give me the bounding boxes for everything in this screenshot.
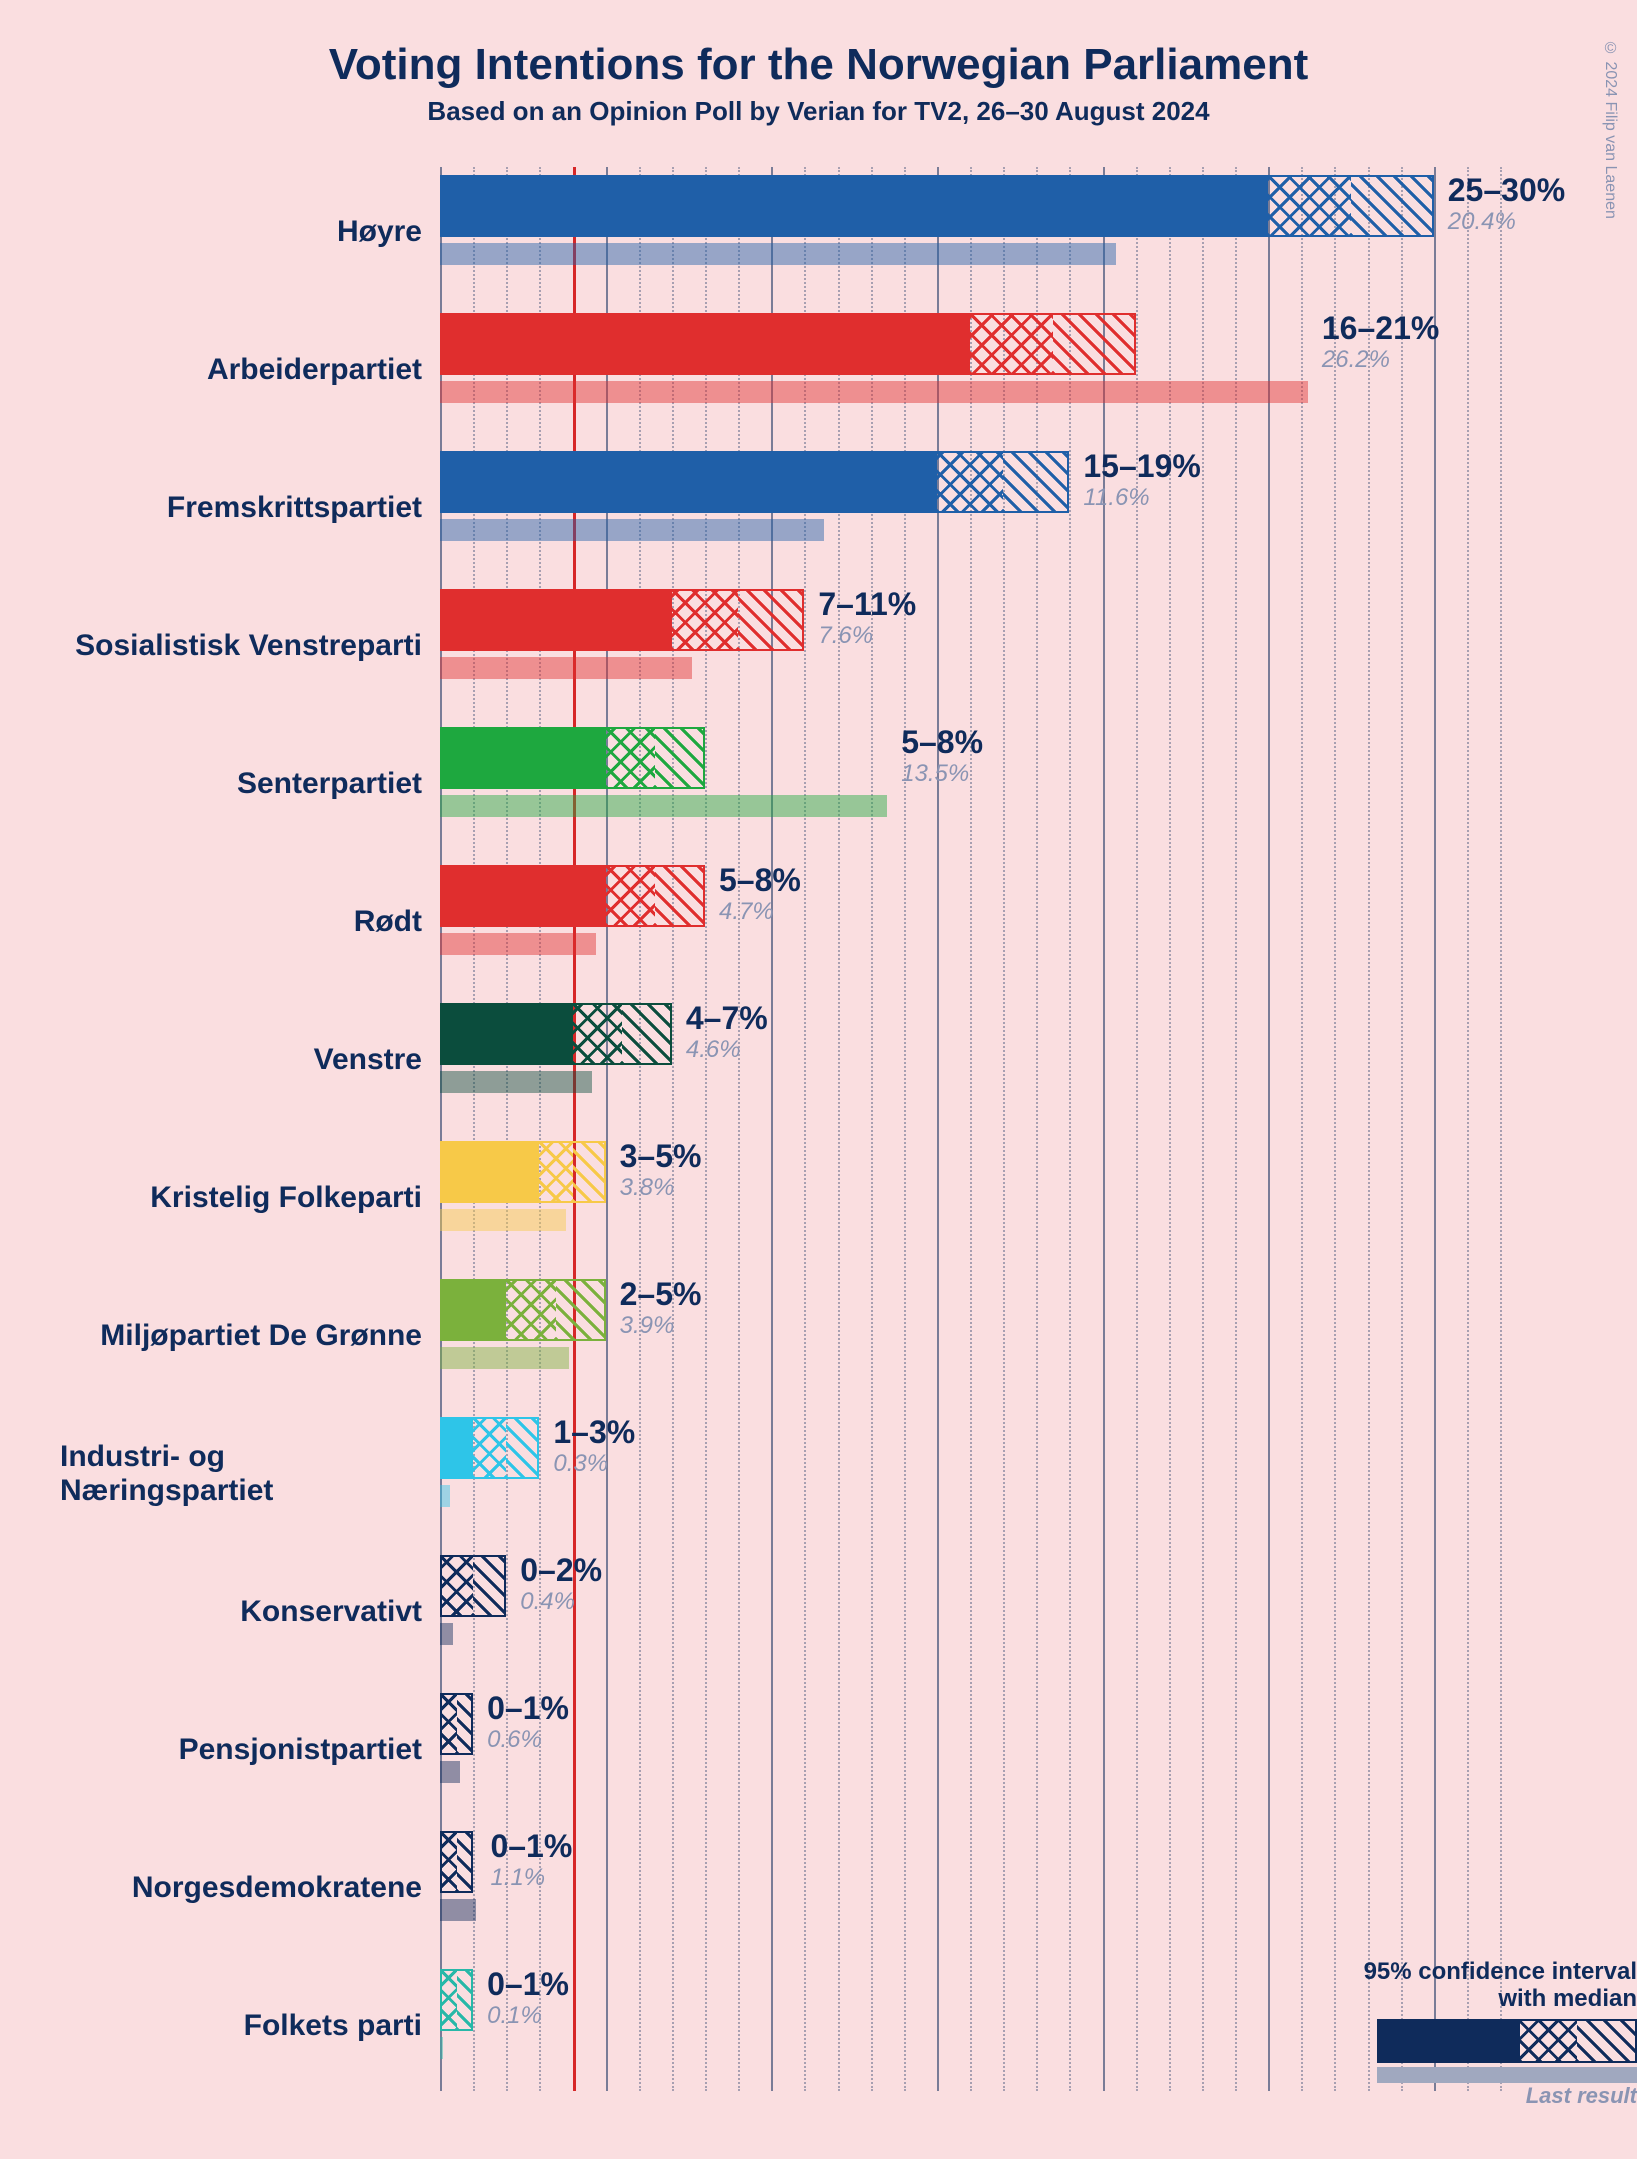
party-label: Høyre xyxy=(60,167,440,297)
last-result-bar xyxy=(440,795,887,817)
party-bars: 5–8%4.7% xyxy=(440,857,1577,987)
value-label: 1–3%0.3% xyxy=(553,1415,635,1478)
last-result-bar xyxy=(440,1899,476,1921)
party-label: Miljøpartiet De Grønne xyxy=(60,1271,440,1401)
last-result-bar xyxy=(440,519,824,541)
value-label: 0–2%0.4% xyxy=(520,1553,602,1616)
party-bars: 25–30%20.4% xyxy=(440,167,1577,297)
party-label: Sosialistisk Venstreparti xyxy=(60,581,440,711)
party-row: Arbeiderpartiet 16–21%26.2% xyxy=(60,305,1577,435)
party-row: Folkets parti 0–1%0.1% xyxy=(60,1961,1577,2091)
party-label: Folkets parti xyxy=(60,1961,440,2091)
party-row: Sosialistisk Venstreparti 7–11%7.6% xyxy=(60,581,1577,711)
party-row: Senterpartiet 5–8%13.5% xyxy=(60,719,1577,849)
party-bars: 15–19%11.6% xyxy=(440,443,1577,573)
legend-ci-label: 95% confidence intervalwith median xyxy=(1364,1958,1637,2013)
party-row: Konservativt 0–2%0.4% xyxy=(60,1547,1577,1677)
party-bars: 0–2%0.4% xyxy=(440,1547,1577,1677)
value-label: 16–21%26.2% xyxy=(1322,311,1439,374)
last-result-bar xyxy=(440,243,1116,265)
party-row: Industri- og Næringspartiet 1–3%0.3% xyxy=(60,1409,1577,1539)
party-bars: 1–3%0.3% xyxy=(440,1409,1577,1539)
chart-title: Voting Intentions for the Norwegian Parl… xyxy=(60,40,1577,90)
poll-bar-chart: Høyre 25–30%20.4% Arbeiderpartiet 16–21%26.… xyxy=(60,167,1577,2091)
party-bars: 0–1%1.1% xyxy=(440,1823,1577,1953)
party-row: Kristelig Folkeparti 3–5%3.8% xyxy=(60,1133,1577,1263)
value-label: 0–1%1.1% xyxy=(490,1829,572,1892)
party-row: Høyre 25–30%20.4% xyxy=(60,167,1577,297)
value-label: 5–8%13.5% xyxy=(901,725,983,788)
party-label: Pensjonistpartiet xyxy=(60,1685,440,1815)
party-bars: 3–5%3.8% xyxy=(440,1133,1577,1263)
value-label: 25–30%20.4% xyxy=(1448,173,1565,236)
last-result-bar xyxy=(440,2037,443,2059)
last-result-bar xyxy=(440,1071,592,1093)
party-bars: 4–7%4.6% xyxy=(440,995,1577,1125)
party-row: Pensjonistpartiet 0–1%0.6% xyxy=(60,1685,1577,1815)
party-label: Rødt xyxy=(60,857,440,987)
value-label: 7–11%7.6% xyxy=(818,587,916,650)
chart-subtitle: Based on an Opinion Poll by Verian for T… xyxy=(60,96,1577,127)
party-label: Fremskrittspartiet xyxy=(60,443,440,573)
party-bars: 7–11%7.6% xyxy=(440,581,1577,711)
party-row: Miljøpartiet De Grønne 2–5%3.9% xyxy=(60,1271,1577,1401)
party-row: Venstre 4–7%4.6% xyxy=(60,995,1577,1125)
last-result-bar xyxy=(440,1209,566,1231)
value-label: 0–1%0.6% xyxy=(487,1691,569,1754)
party-row: Norgesdemokratene 0–1%1.1% xyxy=(60,1823,1577,1953)
value-label: 15–19%11.6% xyxy=(1083,449,1200,512)
last-result-bar xyxy=(440,657,692,679)
last-result-bar xyxy=(440,1485,450,1507)
value-label: 0–1%0.1% xyxy=(487,1967,569,2030)
last-result-bar xyxy=(440,1623,453,1645)
value-label: 5–8%4.7% xyxy=(719,863,801,926)
last-result-bar xyxy=(440,1761,460,1783)
party-bars: 5–8%13.5% xyxy=(440,719,1577,849)
value-label: 4–7%4.6% xyxy=(686,1001,768,1064)
last-result-bar xyxy=(440,933,596,955)
value-label: 2–5%3.9% xyxy=(620,1277,702,1340)
party-label: Venstre xyxy=(60,995,440,1125)
legend-ci-swatch xyxy=(1377,2019,1637,2063)
copyright-text: © 2024 Filip van Laenen xyxy=(1601,40,1619,219)
party-bars: 0–1%0.6% xyxy=(440,1685,1577,1815)
value-label: 3–5%3.8% xyxy=(620,1139,702,1202)
party-label: Senterpartiet xyxy=(60,719,440,849)
party-bars: 16–21%26.2% xyxy=(440,305,1577,435)
party-label: Kristelig Folkeparti xyxy=(60,1133,440,1263)
party-bars: 2–5%3.9% xyxy=(440,1271,1577,1401)
chart-legend: 95% confidence intervalwith median Last … xyxy=(1364,1958,1637,2109)
last-result-bar xyxy=(440,1347,569,1369)
legend-last-swatch xyxy=(1377,2067,1637,2083)
last-result-bar xyxy=(440,381,1308,403)
party-label: Konservativt xyxy=(60,1547,440,1677)
party-row: Fremskrittspartiet 15–19%11.6% xyxy=(60,443,1577,573)
party-label: Norgesdemokratene xyxy=(60,1823,440,1953)
legend-last-label: Last result xyxy=(1364,2083,1637,2109)
party-label: Industri- og Næringspartiet xyxy=(60,1409,440,1539)
party-row: Rødt 5–8%4.7% xyxy=(60,857,1577,987)
party-label: Arbeiderpartiet xyxy=(60,305,440,435)
